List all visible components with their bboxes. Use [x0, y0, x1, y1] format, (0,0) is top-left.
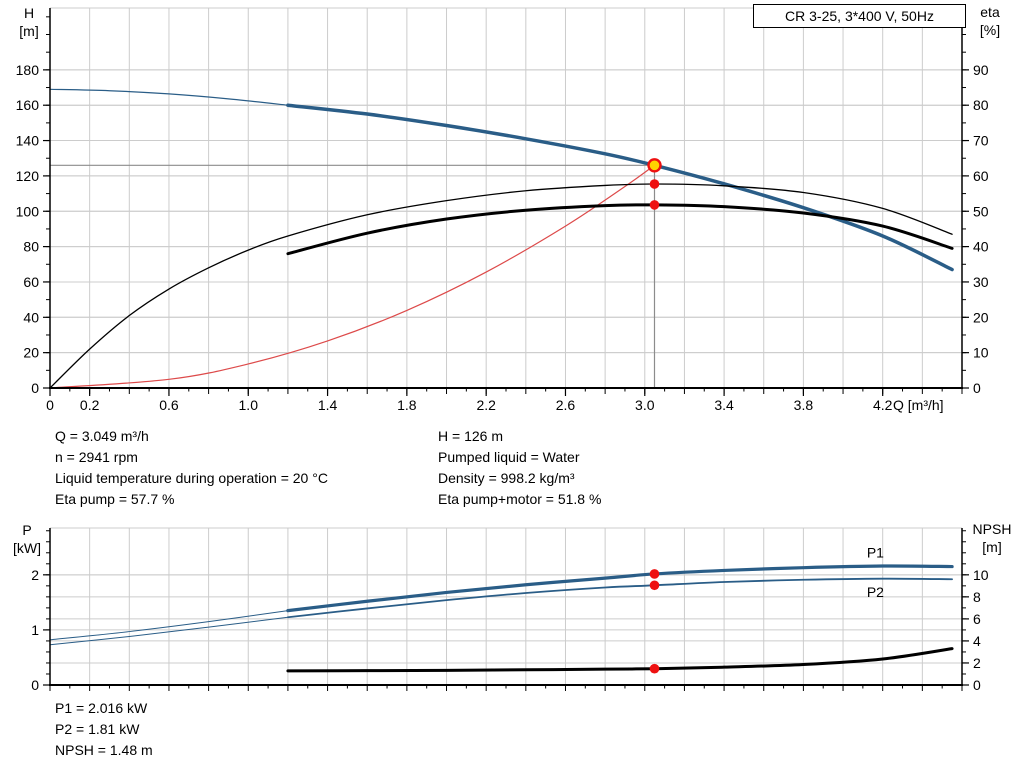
eta-axis-unit: [%] [979, 22, 1001, 38]
right-tick-label: 4 [973, 633, 981, 649]
x-tick-label: 3.8 [794, 397, 814, 413]
duty-point[interactable] [647, 158, 662, 173]
results-panel: P1 = 2.016 kW P2 = 1.81 kW NPSH = 1.48 m [55, 698, 153, 761]
result-npsh: NPSH = 1.48 m [55, 742, 153, 758]
left-tick-label: 40 [23, 309, 39, 325]
eta-axis-name: eta [980, 4, 1000, 20]
npsh-axis-name: NPSH [972, 521, 1012, 537]
npsh-curve [286, 647, 954, 673]
p1-curve [286, 564, 954, 613]
left-tick-label: 120 [16, 168, 40, 184]
left-tick-label: 160 [16, 97, 40, 113]
right-tick-label: 6 [973, 611, 981, 627]
result-p2: P2 = 1.81 kW [55, 721, 140, 737]
left-tick-label: 20 [23, 345, 39, 361]
left-tick-label: 140 [16, 133, 40, 149]
power-npsh-y-ticks-right: 0 2 4 6 8 10 [962, 530, 989, 693]
x-tick-label: 1.8 [397, 397, 417, 413]
p-axis-unit: [kW] [13, 540, 41, 556]
eta-axis-title: eta [%] [966, 3, 1014, 39]
h-axis-name: H [23, 5, 35, 21]
right-tick-label: 2 [973, 655, 981, 671]
result-p1: P1 = 2.016 kW [55, 700, 148, 716]
eta-pump-point [649, 179, 660, 189]
x-tick-label: 0.2 [80, 397, 100, 413]
pump-curve-extension [49, 88, 289, 106]
power-npsh-y-ticks-left: 0 1 2 [31, 530, 50, 693]
right-tick-label: 50 [973, 203, 989, 219]
right-tick-label: 20 [973, 309, 989, 325]
x-tick-label: 1.0 [239, 397, 259, 413]
left-tick-label: 80 [23, 239, 39, 255]
p1-curve-extension [49, 610, 289, 641]
npsh-axis-unit: [m] [982, 539, 1002, 555]
info-speed: n = 2941 rpm [55, 449, 138, 465]
p1-curve-label: P1 [867, 545, 884, 561]
pump-curve [286, 103, 954, 272]
p2-point [649, 580, 660, 591]
right-tick-label: 70 [973, 133, 989, 149]
x-tick-label: 3.4 [714, 397, 734, 413]
left-tick-label: 1 [31, 622, 39, 638]
pump-title-box: CR 3-25, 3*400 V, 50Hz [753, 4, 966, 28]
p2-curve-extension [49, 616, 289, 646]
hq-eta-plot-area[interactable] [50, 8, 962, 388]
power-npsh-plot-area[interactable] [50, 528, 962, 685]
x-tick-label: 2.2 [476, 397, 496, 413]
p1-point [649, 569, 660, 579]
right-tick-label: 80 [973, 97, 989, 113]
x-axis-title: Q [m³/h] [893, 397, 944, 413]
p2-curve [287, 577, 953, 619]
left-tick-label: 180 [16, 62, 40, 78]
info-head: H = 126 m [438, 428, 503, 444]
hq-eta-y-ticks-left: 0 20 40 60 80 100 120 140 160 180 [16, 16, 50, 396]
npsh-axis-title: NPSH [m] [962, 520, 1022, 556]
info-density: Density = 998.2 kg/m³ [438, 470, 575, 486]
hq-eta-chart: 0 0.2 0.6 1.0 1.4 1.8 2.2 2.6 3.0 3.4 3.8 4.2 0 20 40 6… [16, 7, 989, 413]
info-liquid: Pumped liquid = Water [438, 449, 580, 465]
power-npsh-chart: P1 P2 0 1 2 0 2 4 6 8 10 [31, 527, 989, 693]
left-tick-label: 0 [31, 380, 39, 396]
right-tick-label: 60 [973, 168, 989, 184]
x-tick-label: 0 [46, 397, 54, 413]
left-tick-label: 100 [16, 203, 40, 219]
right-tick-label: 0 [973, 380, 981, 396]
right-tick-label: 0 [973, 677, 981, 693]
right-tick-label: 30 [973, 274, 989, 290]
left-tick-label: 0 [31, 677, 39, 693]
p2-curve-label: P2 [867, 584, 884, 600]
info-flow: Q = 3.049 m³/h [55, 428, 149, 444]
x-tick-label: 0.6 [159, 397, 179, 413]
left-tick-label: 60 [23, 274, 39, 290]
info-temperature: Liquid temperature during operation = 20… [55, 470, 328, 486]
npsh-point [649, 663, 660, 674]
hq-eta-x-ticks: 0 0.2 0.6 1.0 1.4 1.8 2.2 2.6 3.0 3.4 3.8 4.2 [46, 388, 963, 413]
info-eta-pump-motor: Eta pump+motor = 51.8 % [438, 491, 602, 507]
eta-pump-motor-curve [286, 203, 954, 256]
p-axis-title: P [kW] [4, 521, 50, 557]
right-tick-label: 10 [973, 567, 989, 583]
x-tick-label: 4.2 [873, 397, 893, 413]
right-tick-label: 40 [973, 239, 989, 255]
right-tick-label: 8 [973, 589, 981, 605]
power-npsh-x-ticks [49, 685, 963, 691]
p-axis-name: P [22, 522, 32, 538]
x-tick-label: 3.0 [635, 397, 655, 413]
eta-pump-motor-point [649, 200, 660, 210]
right-tick-label: 10 [973, 345, 989, 361]
left-tick-label: 2 [31, 567, 39, 583]
hq-eta-grid [50, 7, 962, 388]
duty-info-right: H = 126 m Pumped liquid = Water Density … [438, 426, 601, 510]
h-axis-title: H [m] [8, 4, 50, 40]
x-tick-label: 2.6 [556, 397, 576, 413]
hq-eta-y-ticks-right: 0 10 20 30 40 50 60 70 80 90 [962, 16, 989, 396]
x-tick-label: 1.4 [318, 397, 338, 413]
eta-pump-curve [49, 183, 953, 389]
duty-info-left: Q = 3.049 m³/h n = 2941 rpm Liquid tempe… [55, 426, 328, 510]
info-eta-pump: Eta pump = 57.7 % [55, 491, 175, 507]
right-tick-label: 90 [973, 62, 989, 78]
h-axis-unit: [m] [19, 23, 39, 39]
